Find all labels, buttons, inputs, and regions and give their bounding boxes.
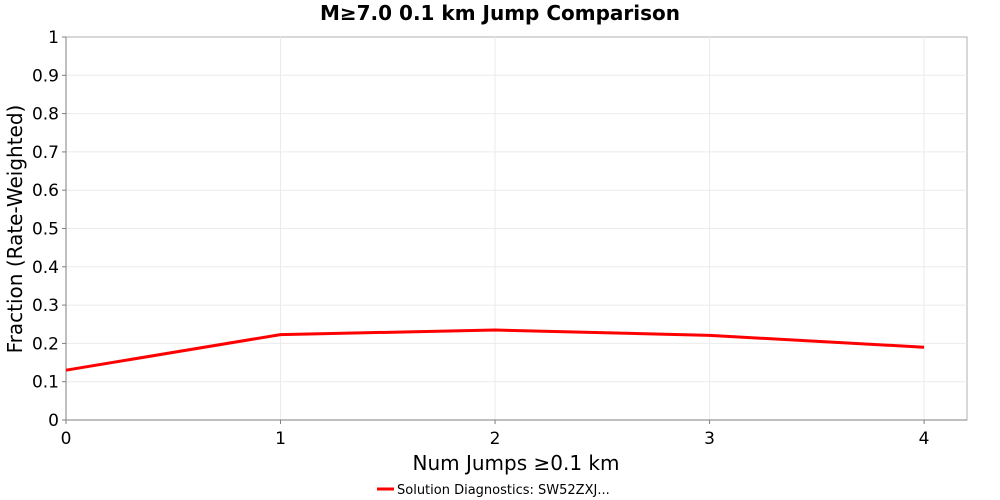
y-tick-label: 0.5	[32, 220, 59, 240]
y-tick-label: 0.6	[32, 181, 59, 201]
x-axis-ticks: 0 1 2 3 4	[61, 420, 930, 449]
x-tick-label: 4	[919, 429, 930, 449]
x-tick-label: 3	[704, 429, 715, 449]
legend: Solution Diagnostics: SW52ZXJ...	[377, 483, 610, 498]
series-layer	[65, 328, 925, 372]
y-tick-label: 0.9	[32, 66, 59, 86]
x-axis-label: Num Jumps ≥0.1 km	[413, 451, 620, 475]
y-tick-label: 1	[48, 28, 59, 48]
y-axis-label: Fraction (Rate-Weighted)	[3, 105, 27, 354]
y-tick-label: 0.8	[32, 105, 59, 125]
x-tick-label: 1	[275, 429, 286, 449]
y-tick-label: 0	[48, 411, 59, 431]
y-tick-label: 0.3	[32, 296, 59, 316]
grid	[66, 37, 967, 420]
chart-title: M≥7.0 0.1 km Jump Comparison	[320, 1, 680, 25]
y-tick-label: 0.2	[32, 334, 59, 354]
x-tick-label: 0	[61, 429, 72, 449]
legend-label: Solution Diagnostics: SW52ZXJ...	[397, 483, 610, 498]
y-tick-label: 0.1	[32, 373, 59, 393]
y-tick-label: 0.4	[32, 258, 59, 278]
series-line	[65, 328, 925, 372]
x-tick-label: 2	[490, 429, 501, 449]
y-tick-label: 0.7	[32, 143, 59, 163]
y-axis-ticks: 0 0.1 0.2 0.3 0.4 0.5 0.6 0.7 0.8 0.9 1	[32, 28, 66, 431]
